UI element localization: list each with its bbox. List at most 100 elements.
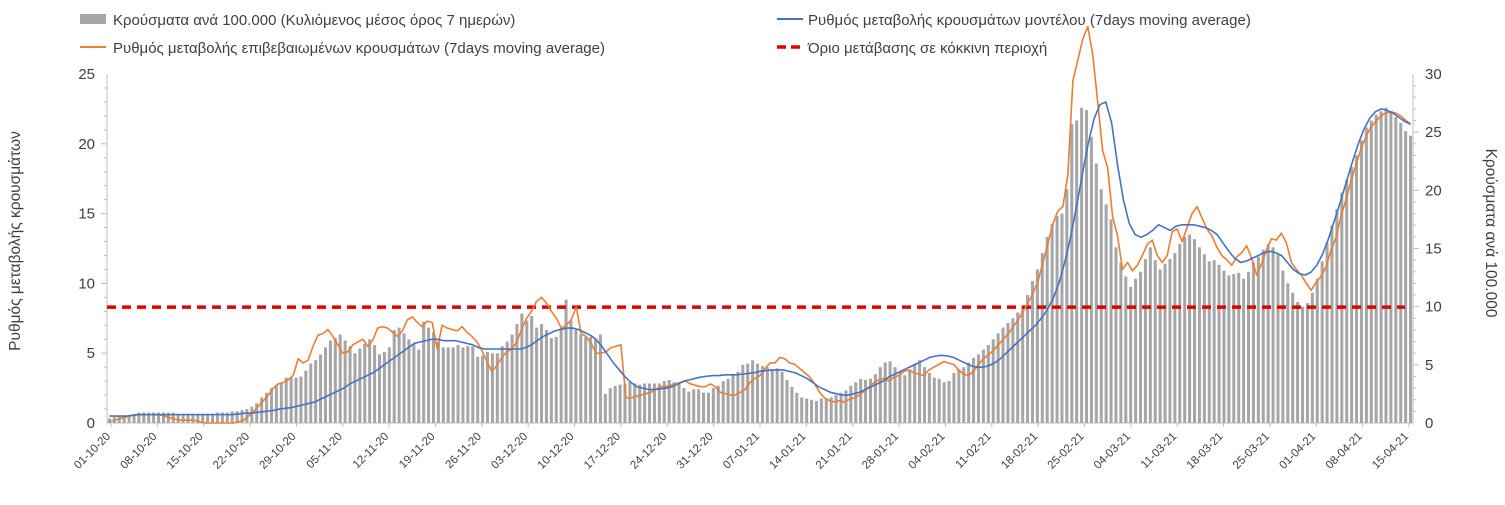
bar-cases-per-100k	[574, 329, 578, 423]
bar-cases-per-100k	[1207, 261, 1211, 423]
bar-cases-per-100k	[706, 392, 710, 423]
y-left-tick-label: 10	[78, 275, 95, 292]
bar-cases-per-100k	[1050, 224, 1054, 423]
bar-cases-per-100k	[922, 367, 926, 423]
bar-cases-per-100k	[1345, 179, 1349, 423]
bar-cases-per-100k	[702, 392, 706, 423]
bar-cases-per-100k	[377, 354, 382, 423]
bar-cases-per-100k	[294, 377, 298, 423]
bar-cases-per-100k	[981, 349, 985, 423]
y-right-tick-label: 5	[1425, 357, 1433, 374]
bar-cases-per-100k	[1305, 303, 1309, 423]
bar-cases-per-100k	[1138, 271, 1143, 423]
bar-cases-per-100k	[1080, 107, 1084, 423]
bar-cases-per-100k	[1026, 295, 1030, 423]
bar-cases-per-100k	[397, 327, 401, 423]
bar-cases-per-100k	[1055, 215, 1059, 423]
bar-cases-per-100k	[1325, 242, 1329, 423]
x-tick-label: 18-03-21	[1185, 431, 1226, 472]
bar-cases-per-100k	[1222, 270, 1226, 423]
bar-cases-per-100k	[461, 347, 465, 423]
bar-cases-per-100k	[1217, 264, 1221, 423]
bar-cases-per-100k	[161, 412, 165, 423]
x-tick-label: 07-01-21	[721, 431, 762, 472]
bar-cases-per-100k	[1197, 247, 1201, 423]
bar-series	[107, 107, 1413, 424]
bar-cases-per-100k	[1276, 254, 1280, 423]
bar-cases-per-100k	[1394, 117, 1398, 423]
x-tick-label: 08-04-21	[1324, 431, 1365, 472]
bar-cases-per-100k	[756, 363, 760, 423]
bar-cases-per-100k	[544, 329, 548, 423]
bar-cases-per-100k	[230, 411, 234, 423]
bar-cases-per-100k	[594, 339, 598, 423]
bar-cases-per-100k	[814, 400, 818, 423]
bar-cases-per-100k	[667, 379, 671, 423]
bar-cases-per-100k	[986, 345, 990, 423]
x-tick-label: 22-10-20	[211, 431, 252, 472]
bar-cases-per-100k	[795, 392, 799, 423]
bar-cases-per-100k	[633, 383, 637, 423]
bar-cases-per-100k	[215, 412, 219, 423]
bar-cases-per-100k	[1389, 112, 1393, 423]
bar-cases-per-100k	[760, 365, 764, 423]
bar-cases-per-100k	[510, 334, 514, 423]
bar-cases-per-100k	[500, 346, 504, 423]
legend-label-model: Ρυθμός μεταβολής κρουσμάτων μοντέλου (7d…	[808, 12, 1251, 29]
bar-cases-per-100k	[859, 378, 863, 423]
bar-cases-per-100k	[589, 336, 593, 423]
bar-cases-per-100k	[657, 383, 661, 423]
bar-cases-per-100k	[1261, 249, 1265, 423]
bar-cases-per-100k	[206, 413, 210, 423]
bar-cases-per-100k	[868, 378, 872, 423]
bar-cases-per-100k	[652, 383, 656, 423]
bar-cases-per-100k	[407, 339, 411, 423]
bar-cases-per-100k	[598, 334, 602, 423]
y-right-tick-label: 20	[1425, 182, 1442, 199]
bar-cases-per-100k	[864, 379, 868, 423]
bar-cases-per-100k	[373, 345, 377, 423]
bar-cases-per-100k	[976, 354, 981, 423]
bar-cases-per-100k	[245, 409, 249, 423]
bar-cases-per-100k	[839, 392, 843, 423]
bar-cases-per-100k	[893, 367, 897, 423]
bar-cases-per-100k	[1016, 312, 1020, 423]
bar-cases-per-100k	[225, 412, 229, 423]
bar-cases-per-100k	[1188, 234, 1192, 423]
x-tick-label: 05-11-20	[304, 431, 344, 471]
bar-cases-per-100k	[1384, 107, 1388, 423]
legend-label-confirmed: Ρυθμός μεταβολής επιβεβαιωμένων κρουσμάτ…	[113, 40, 605, 57]
bar-cases-per-100k	[1330, 225, 1334, 423]
bar-cases-per-100k	[269, 388, 273, 423]
bar-cases-per-100k	[265, 392, 269, 423]
bar-cases-per-100k	[1359, 140, 1363, 423]
bar-cases-per-100k	[201, 413, 205, 423]
bar-cases-per-100k	[402, 333, 406, 423]
bar-cases-per-100k	[157, 412, 161, 423]
bar-cases-per-100k	[485, 352, 490, 423]
bar-cases-per-100k	[284, 377, 288, 423]
line-series	[107, 25, 1412, 424]
bar-cases-per-100k	[260, 397, 264, 423]
bar-cases-per-100k	[1089, 136, 1093, 423]
bar-cases-per-100k	[319, 354, 323, 423]
bar-cases-per-100k	[1212, 260, 1216, 423]
x-tick-label: 08-10-20	[118, 431, 159, 472]
x-tick-label: 01-10-20	[72, 431, 113, 472]
bar-cases-per-100k	[127, 414, 131, 423]
bar-cases-per-100k	[235, 411, 239, 423]
bar-cases-per-100k	[731, 374, 735, 423]
legend-swatch-cases	[80, 14, 106, 24]
bar-cases-per-100k	[1060, 213, 1064, 423]
bar-cases-per-100k	[1251, 262, 1255, 423]
bar-cases-per-100k	[962, 367, 966, 423]
x-tick-label: 04-03-21	[1092, 431, 1133, 472]
bar-cases-per-100k	[648, 383, 652, 423]
bar-cases-per-100k	[569, 320, 573, 423]
bar-cases-per-100k	[662, 381, 666, 423]
bar-cases-per-100k	[716, 385, 720, 423]
bar-cases-per-100k	[505, 341, 509, 423]
bar-cases-per-100k	[495, 353, 499, 423]
bar-cases-per-100k	[299, 376, 303, 423]
